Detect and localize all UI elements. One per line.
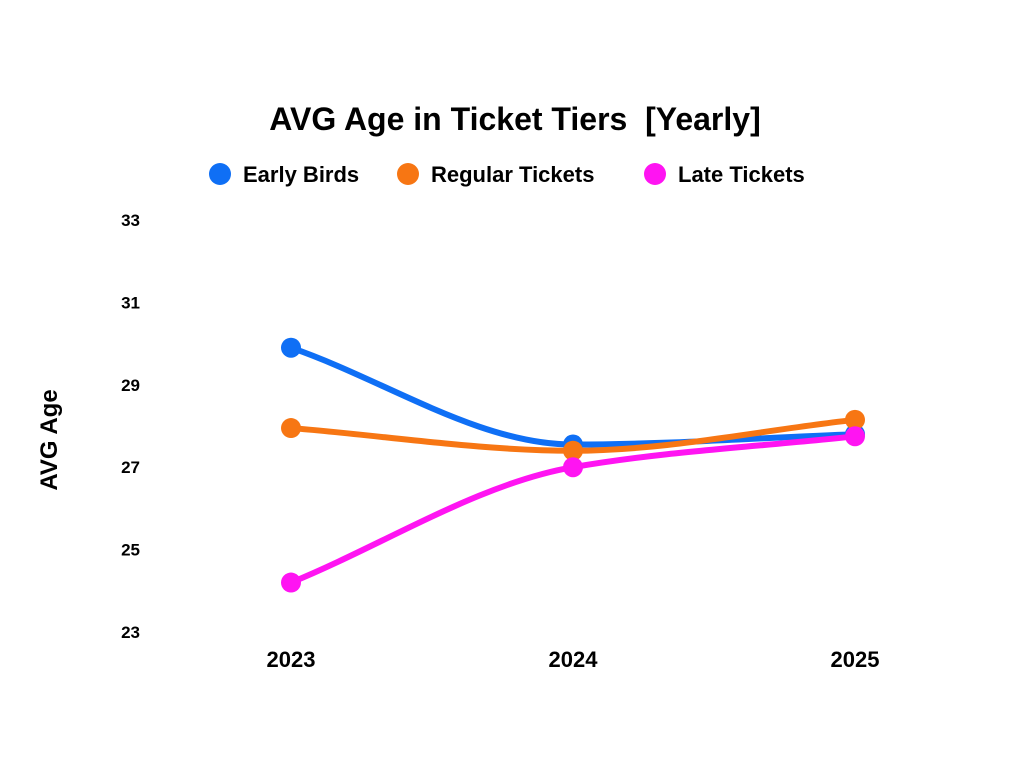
series-points bbox=[281, 337, 865, 593]
data-point-late-tickets-2023[interactable] bbox=[281, 572, 301, 593]
legend-label-regular-tickets: Regular Tickets bbox=[431, 162, 594, 187]
legend-marker-regular-tickets bbox=[397, 163, 419, 185]
data-point-early-birds-2023[interactable] bbox=[281, 337, 301, 358]
x-axis-ticks: 2023 2024 2025 bbox=[267, 647, 880, 672]
legend-marker-late-tickets bbox=[644, 163, 666, 185]
data-point-regular-tickets-2025[interactable] bbox=[845, 409, 865, 430]
y-tick-label: 25 bbox=[121, 541, 140, 560]
legend-item-early-birds[interactable]: Early Birds bbox=[209, 162, 359, 187]
legend-item-regular-tickets[interactable]: Regular Tickets bbox=[397, 162, 594, 187]
chart-title: AVG Age in Ticket Tiers [Yearly] bbox=[269, 101, 760, 137]
y-tick-label: 31 bbox=[121, 293, 140, 312]
data-point-regular-tickets-2023[interactable] bbox=[281, 418, 301, 439]
y-tick-label: 27 bbox=[121, 458, 140, 477]
legend: Early Birds Regular Tickets Late Tickets bbox=[209, 162, 805, 187]
data-point-late-tickets-2025[interactable] bbox=[845, 426, 865, 447]
y-tick-label: 33 bbox=[121, 211, 140, 230]
x-tick-label: 2023 bbox=[267, 647, 316, 672]
y-tick-label: 23 bbox=[121, 623, 140, 642]
legend-marker-early-birds bbox=[209, 163, 231, 185]
y-axis-ticks: 23 25 27 29 31 33 bbox=[121, 211, 140, 642]
data-point-late-tickets-2024[interactable] bbox=[563, 457, 583, 478]
x-tick-label: 2024 bbox=[549, 647, 599, 672]
x-tick-label: 2025 bbox=[831, 647, 880, 672]
y-tick-label: 29 bbox=[121, 376, 140, 395]
legend-label-early-birds: Early Birds bbox=[243, 162, 359, 187]
legend-label-late-tickets: Late Tickets bbox=[678, 162, 805, 187]
y-axis-label: AVG Age bbox=[36, 389, 63, 490]
legend-item-late-tickets[interactable]: Late Tickets bbox=[644, 162, 805, 187]
data-point-regular-tickets-2024[interactable] bbox=[563, 440, 583, 461]
